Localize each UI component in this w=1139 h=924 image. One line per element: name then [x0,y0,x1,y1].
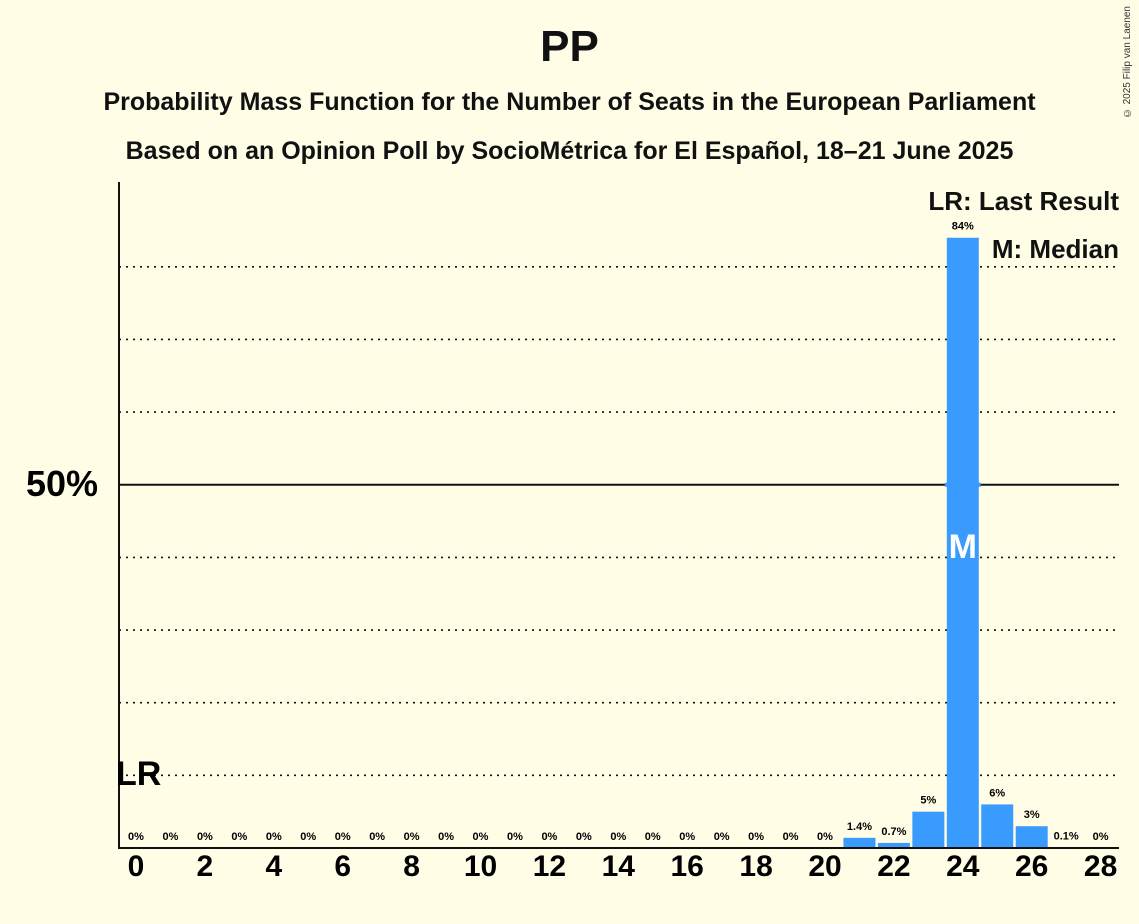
chart-subtitle: Probability Mass Function for the Number… [103,88,1036,116]
bar-data-label: 0% [610,831,626,843]
bar [877,842,910,848]
bar-data-label: 0% [576,831,592,843]
x-tick-label: 8 [403,850,420,883]
median-bar-gap [944,482,981,487]
bar-data-label: 0.7% [881,826,906,838]
x-tick-label: 4 [265,850,282,883]
x-tick-label: 24 [946,850,980,883]
bar-data-label: 0% [128,831,144,843]
x-tick-label: 18 [739,850,772,883]
bar-data-label: 0% [197,831,213,843]
x-tick-label: 22 [877,850,910,883]
bar-data-label: 0% [335,831,351,843]
x-tick-label: 14 [602,850,636,883]
bar-data-label: 0% [507,831,523,843]
bar-data-label: 0.1% [1054,830,1079,842]
bar-data-label: 0% [714,831,730,843]
bar [981,804,1014,848]
x-tick-label: 0 [128,850,145,883]
x-tick-label: 16 [671,850,704,883]
x-tick-label: 6 [334,850,351,883]
bar-data-label: 84% [952,221,974,233]
bar-data-label: 0% [266,831,282,843]
x-tick-label: 20 [808,850,841,883]
bar-data-label: 0% [162,831,178,843]
bar [1015,826,1048,848]
x-tick-label: 26 [1015,850,1048,883]
chart-title: PP [540,22,599,71]
legend-last-result: LR: Last Result [928,186,1119,216]
bar [912,811,945,848]
median-marker: M [949,528,977,566]
bar-data-label: 1.4% [847,821,872,833]
bar-data-label: 0% [231,831,247,843]
bar-data-label: 0% [1093,831,1109,843]
last-result-marker: LR [116,755,161,793]
bar-data-label: 0% [438,831,454,843]
bar-data-label: 0% [783,831,799,843]
x-tick-label: 10 [464,850,497,883]
bars [843,237,1083,849]
bar [946,237,979,849]
y-tick-label: 50% [26,463,98,504]
bar-data-label: 0% [817,831,833,843]
x-tick-label: 28 [1084,850,1117,883]
x-tick-label: 2 [197,850,214,883]
bar-data-label: 0% [369,831,385,843]
bar-data-label: 0% [645,831,661,843]
legend-median: M: Median [991,234,1119,264]
bar-data-label: 0% [541,831,557,843]
x-tick-label: 12 [533,850,566,883]
bar-data-label: 0% [473,831,489,843]
bar-data-label: 0% [404,831,420,843]
bar-data-label: 3% [1024,809,1040,821]
data-labels: 0% 0% 0% 0% 0% 0% 0% 0% 0% 0% 0% 0% 0% 0% 0% 0% 0% 0% 0% 0%… [128,221,1109,843]
bar [843,837,876,848]
bar-data-label: 5% [920,795,936,807]
bar-data-label: 0% [679,831,695,843]
bar-data-label: 6% [989,787,1005,799]
bar-data-label: 0% [748,831,764,843]
bar-data-label: 0% [300,831,316,843]
chart-source-subtitle: Based on an Opinion Poll by SocioMétrica… [125,137,1014,165]
x-axis-ticks: 0 2 4 6 8 10 12 14 16 18 20 22 24 26 28 [128,850,1118,883]
